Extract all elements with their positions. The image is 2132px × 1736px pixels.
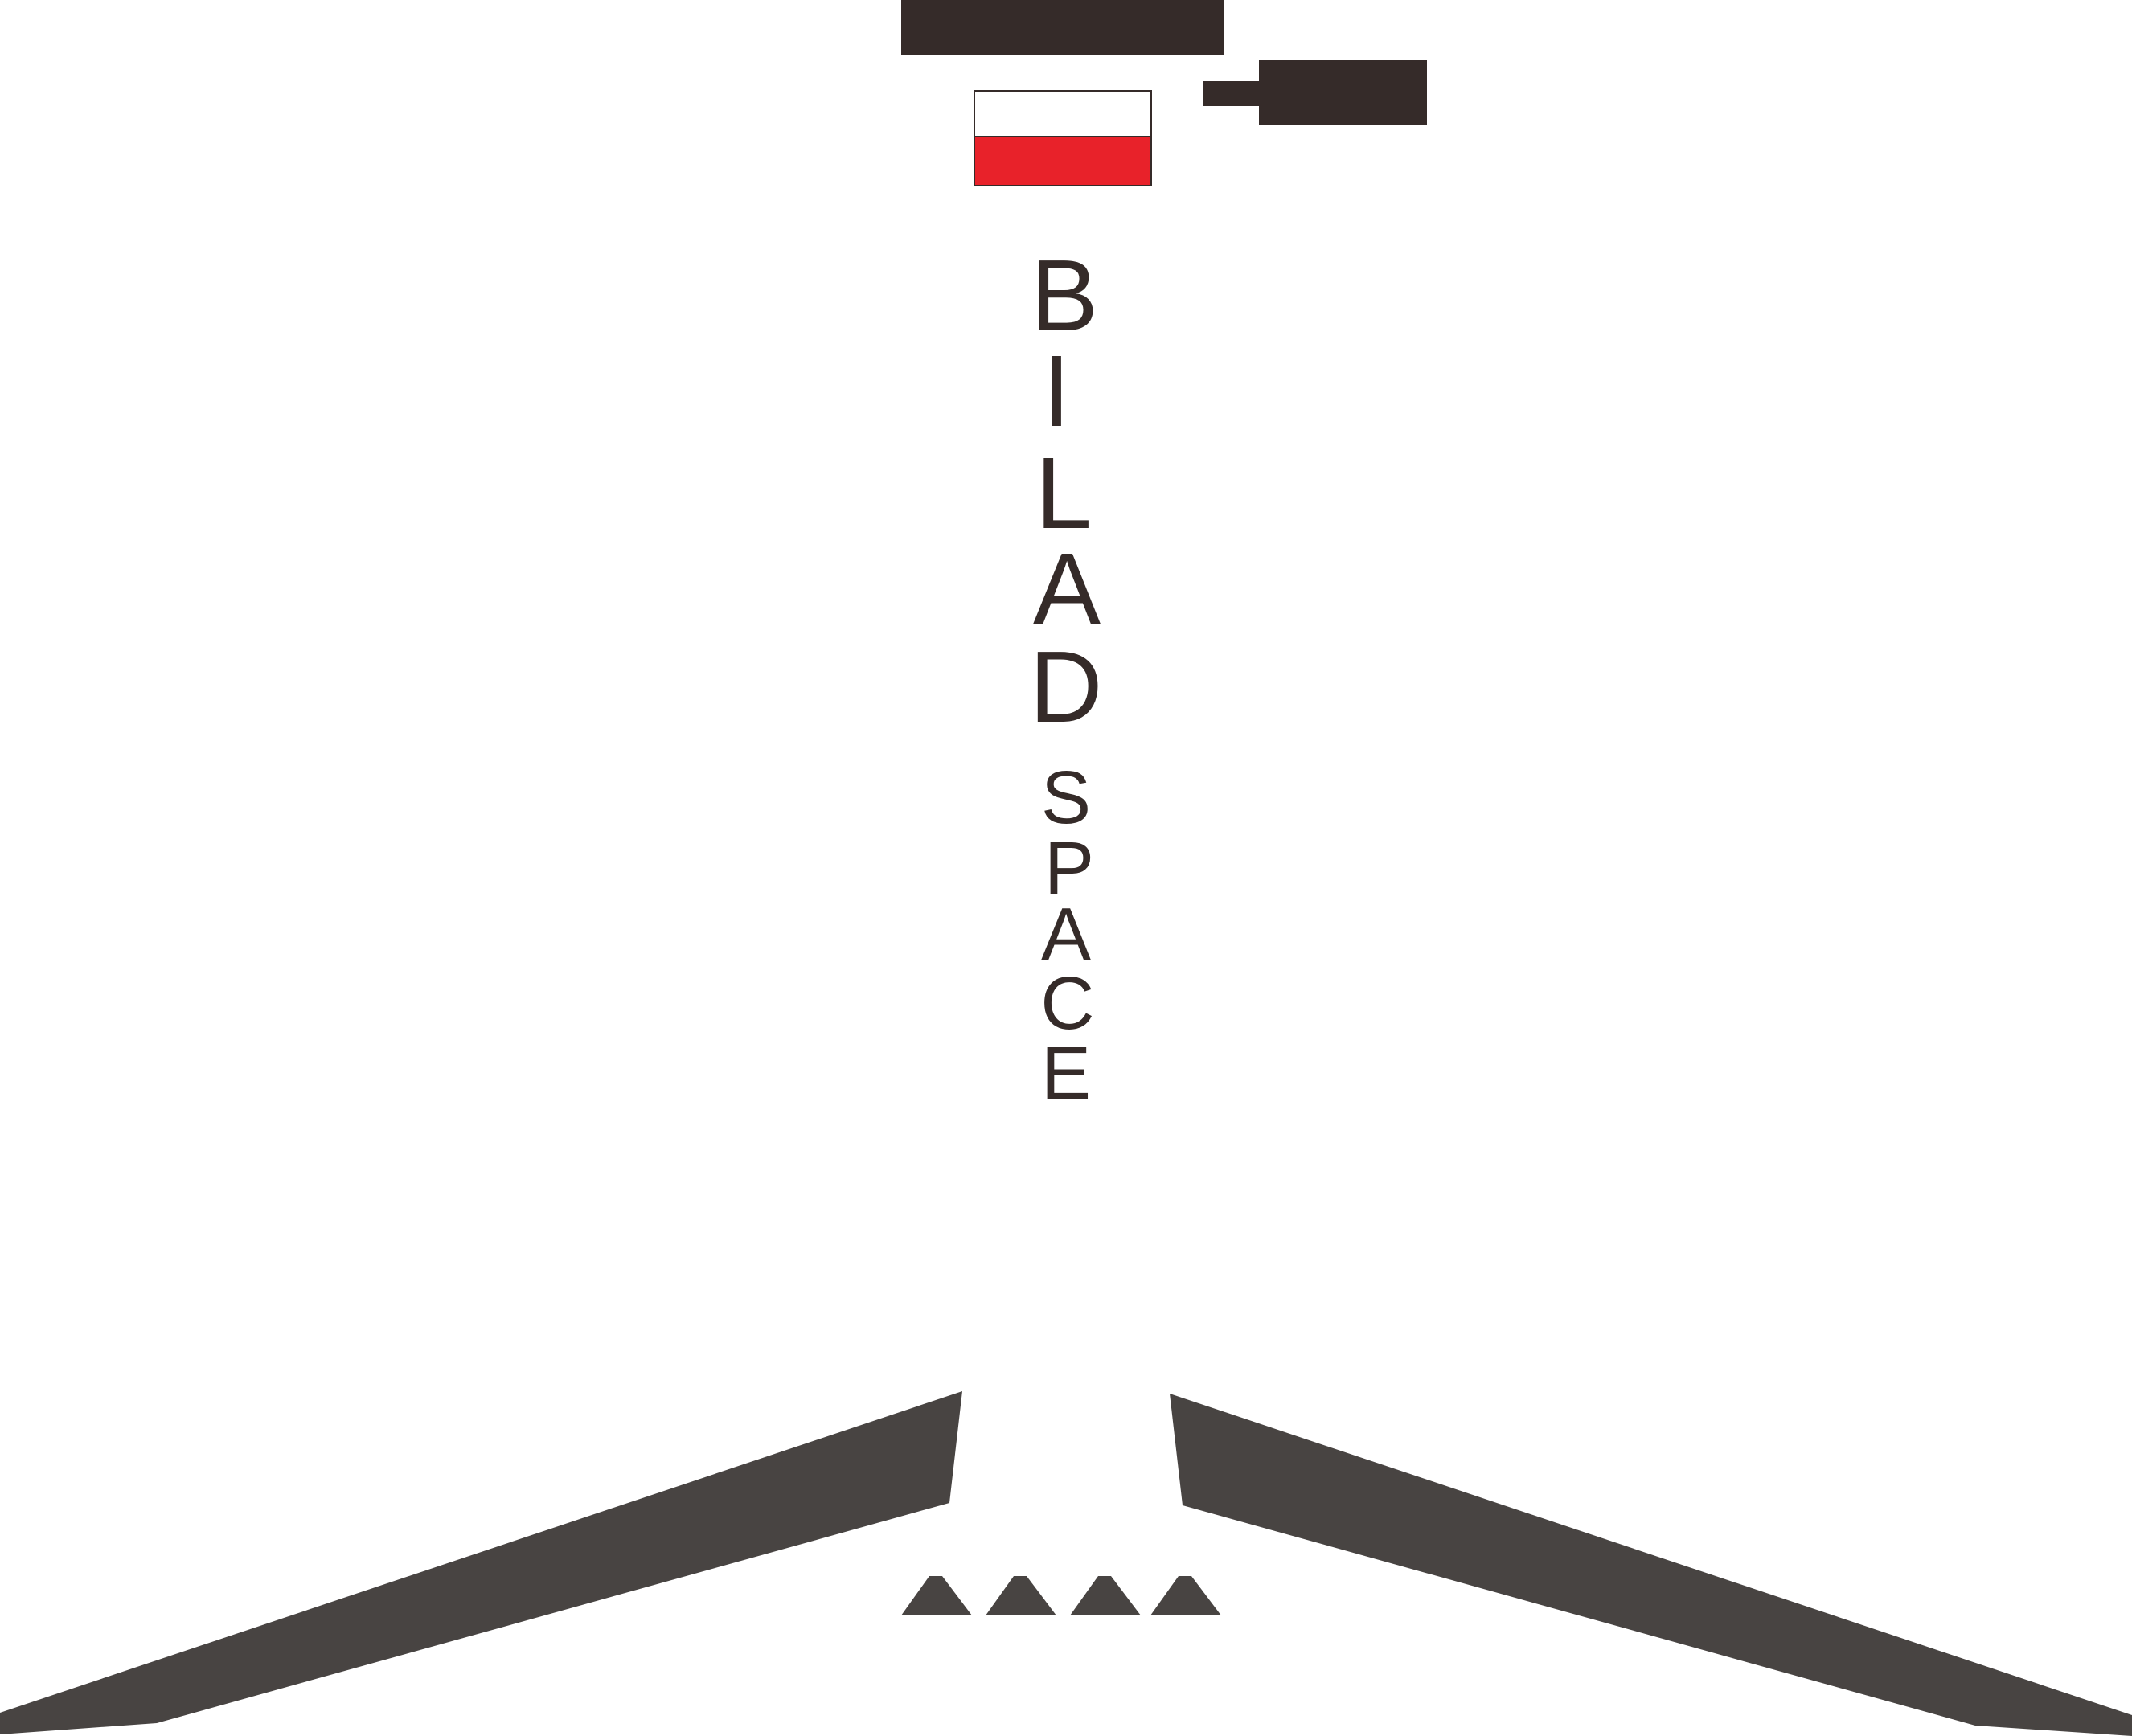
label-letter: B (1031, 239, 1098, 352)
fin-icon (986, 1576, 1056, 1615)
left-wing (0, 1391, 962, 1734)
right-wing (1170, 1394, 2132, 1736)
fin-icon (1150, 1576, 1221, 1615)
label-letter: D (1030, 630, 1103, 743)
label-letter: I (1042, 334, 1070, 448)
label-letter: L (1035, 436, 1092, 550)
label-letter: A (1041, 892, 1091, 976)
fin-icon (901, 1576, 972, 1615)
label-letter: E (1041, 1031, 1091, 1115)
fin-icon (1070, 1576, 1141, 1615)
label-letter: A (1033, 532, 1101, 645)
label-letter: C (1040, 961, 1094, 1045)
vertical-label: B I L A D S P A C E (1030, 239, 1103, 1115)
label-letter: P (1044, 826, 1094, 910)
side-block (1259, 60, 1427, 125)
top-block (901, 0, 1224, 55)
side-connector (1203, 81, 1261, 106)
flag-icon (974, 90, 1152, 186)
label-letter: S (1041, 755, 1091, 839)
